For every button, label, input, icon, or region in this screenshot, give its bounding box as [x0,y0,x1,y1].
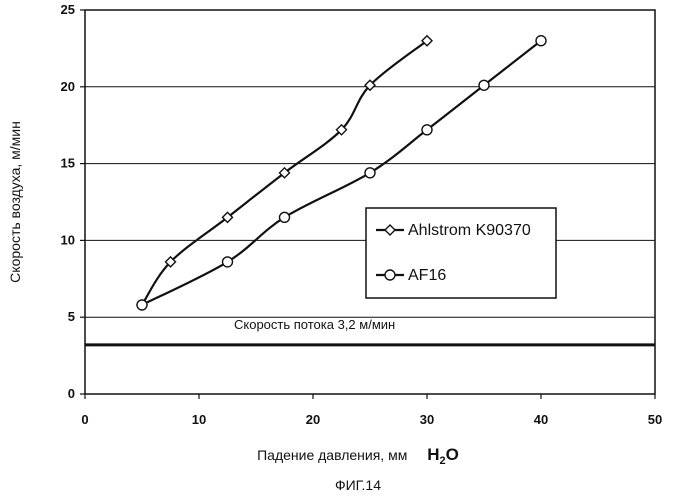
y-tick-label-5: 5 [68,309,75,324]
legend-swatch-af16-marker [385,270,395,280]
y-tick-label-25: 25 [61,2,75,17]
legend: Ahlstrom K90370 AF16 [366,208,556,298]
reference-line-layer: Скорость потока 3,2 м/мин [85,317,655,345]
x-tick-label-10: 10 [192,412,206,427]
x-axis-unit-o: O [446,445,459,464]
data-point-af16-0 [137,300,147,310]
x-tick-label-30: 30 [420,412,434,427]
data-point-af16-3 [365,168,375,178]
y-tick-label-15: 15 [61,156,75,171]
x-axis-title: Падение давления, мм H2O [257,445,459,467]
legend-label-af16: AF16 [408,267,446,284]
x-axis-title-text: Падение давления, мм [257,447,407,463]
x-tick-label-50: 50 [648,412,662,427]
figure-caption: ФИГ.14 [335,477,381,493]
y-tick-label-10: 10 [61,232,75,247]
x-axis-unit-h: H [427,445,439,464]
x-tick-label-20: 20 [306,412,320,427]
tick-layer: 0 5 10 15 20 25 0 10 20 30 40 50 [61,2,663,427]
plot-area-frame [85,10,655,394]
x-tick-label-0: 0 [81,412,88,427]
reference-line-label: Скорость потока 3,2 м/мин [234,317,395,332]
chart: Скорость потока 3,2 м/мин 0 5 10 15 20 25 0 10 2… [0,0,675,500]
data-point-af16-5 [479,80,489,90]
y-tick-label-20: 20 [61,79,75,94]
y-tick-label-0: 0 [68,386,75,401]
data-point-af16-2 [280,212,290,222]
data-point-af16-6 [536,36,546,46]
data-point-af16-1 [223,257,233,267]
x-tick-label-40: 40 [534,412,548,427]
legend-label-ahlstrom: Ahlstrom K90370 [408,222,531,239]
data-point-af16-4 [422,125,432,135]
y-axis-title: Скорость воздуха, м/мин [7,121,23,283]
